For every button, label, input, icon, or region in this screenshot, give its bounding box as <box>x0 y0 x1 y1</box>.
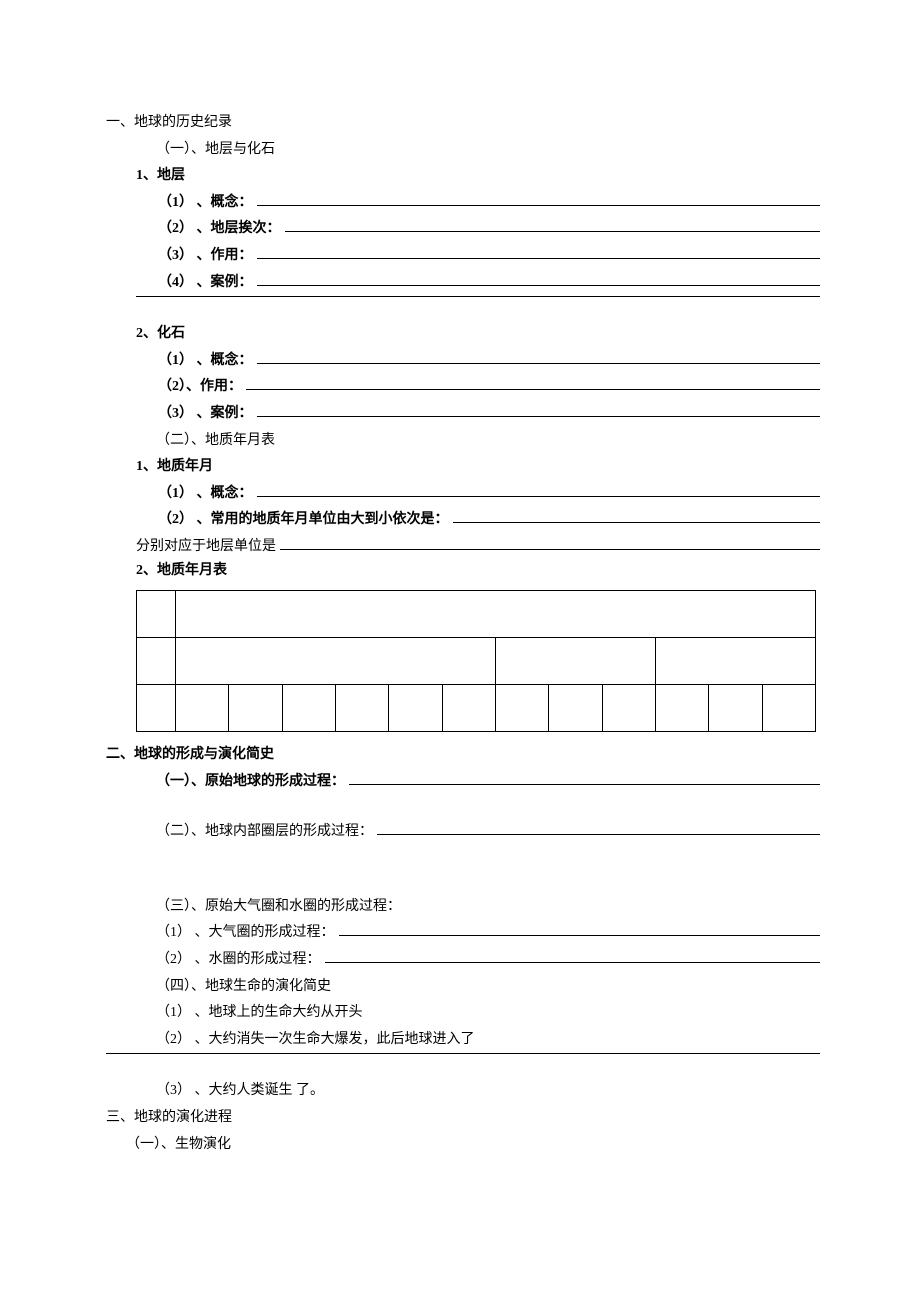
fossil-example: （3） 、案例： <box>106 401 820 428</box>
fossil-concept: （1） 、概念： <box>106 348 820 375</box>
label: 分别对应于地层单位是 <box>136 534 276 561</box>
label: （2） 、水圈的形成过程： <box>156 947 321 974</box>
s2-b: （二）、地球内部圈层的形成过程： <box>106 819 820 846</box>
blank-line <box>246 389 820 390</box>
blank-line <box>257 258 821 259</box>
blank-line <box>280 549 820 550</box>
geo-age-table <box>136 590 816 732</box>
blank-line <box>257 285 821 286</box>
section-3-title: 三、地球的演化进程 <box>106 1105 820 1132</box>
table-row <box>137 685 816 732</box>
blank-line <box>257 363 821 364</box>
s2-c1: （1） 、大气圈的形成过程： <box>106 920 820 947</box>
section-1b-title: （二）、地质年月表 <box>106 428 820 455</box>
geo-age-title: 1、地质年月 <box>106 454 820 481</box>
section-1-title: 一、地球的历史纪录 <box>106 110 820 137</box>
geo-table-title: 2、地质年月表 <box>106 558 820 585</box>
blank-line <box>377 834 820 835</box>
geo-age-correspond: 分别对应于地层单位是 <box>106 534 820 561</box>
label: （4） 、案例： <box>158 270 253 297</box>
blank-line <box>257 205 821 206</box>
geo-age-concept: （1） 、概念： <box>106 481 820 508</box>
label: （2） 、地层挨次： <box>158 216 281 243</box>
strata-title: 1、地层 <box>106 163 820 190</box>
label: （3） 、案例： <box>158 401 253 428</box>
label: （二）、地球内部圈层的形成过程： <box>156 819 373 846</box>
label: （2） 、大约消失一次生命大爆发，此后地球进入了 <box>156 1027 475 1054</box>
blank-line <box>453 522 821 523</box>
label: （2） 、常用的地质年月单位由大到小依次是： <box>158 507 449 534</box>
s2-c: （三）、原始大气圈和水圈的形成过程： <box>106 894 820 921</box>
blank-line <box>339 935 821 936</box>
document-page: 一、地球的历史纪录 （一）、地层与化石 1、地层 （1） 、概念： （2） 、地… <box>0 0 920 1301</box>
label: （2）、作用： <box>158 374 242 401</box>
s2-d1: （1） 、地球上的生命大约从开头 <box>106 1000 820 1027</box>
blank-line <box>257 416 821 417</box>
blank-line <box>349 784 820 785</box>
strata-function: （3） 、作用： <box>106 243 820 270</box>
s2-d3: （3） 、大约人类诞生 了。 <box>106 1078 820 1105</box>
label: （1） 、大气圈的形成过程： <box>156 920 335 947</box>
s2-d2: （2） 、大约消失一次生命大爆发，此后地球进入了 <box>106 1027 820 1055</box>
fossil-title: 2、化石 <box>106 321 820 348</box>
label: （1） 、概念： <box>158 348 253 375</box>
strata-concept: （1） 、概念： <box>106 190 820 217</box>
table-row <box>137 638 816 685</box>
label: （1） 、概念： <box>158 481 253 508</box>
s2-c2: （2） 、水圈的形成过程： <box>106 947 820 974</box>
section-2-title: 二、地球的形成与演化简史 <box>106 742 820 769</box>
fossil-function: （2）、作用： <box>106 374 820 401</box>
blank-line <box>257 496 821 497</box>
label: （一）、原始地球的形成过程： <box>156 769 345 796</box>
label: （1） 、概念： <box>158 190 253 217</box>
label: （3） 、作用： <box>158 243 253 270</box>
blank-line <box>285 231 821 232</box>
section-1a-title: （一）、地层与化石 <box>106 137 820 164</box>
s2-d: （四）、地球生命的演化简史 <box>106 974 820 1001</box>
s3-a: （一）、生物演化 <box>106 1132 820 1159</box>
table-row <box>137 591 816 638</box>
strata-example: （4） 、案例： <box>136 270 820 298</box>
geo-age-units: （2） 、常用的地质年月单位由大到小依次是： <box>106 507 820 534</box>
s2-a: （一）、原始地球的形成过程： <box>106 769 820 796</box>
strata-order: （2） 、地层挨次： <box>106 216 820 243</box>
blank-line <box>325 962 821 963</box>
